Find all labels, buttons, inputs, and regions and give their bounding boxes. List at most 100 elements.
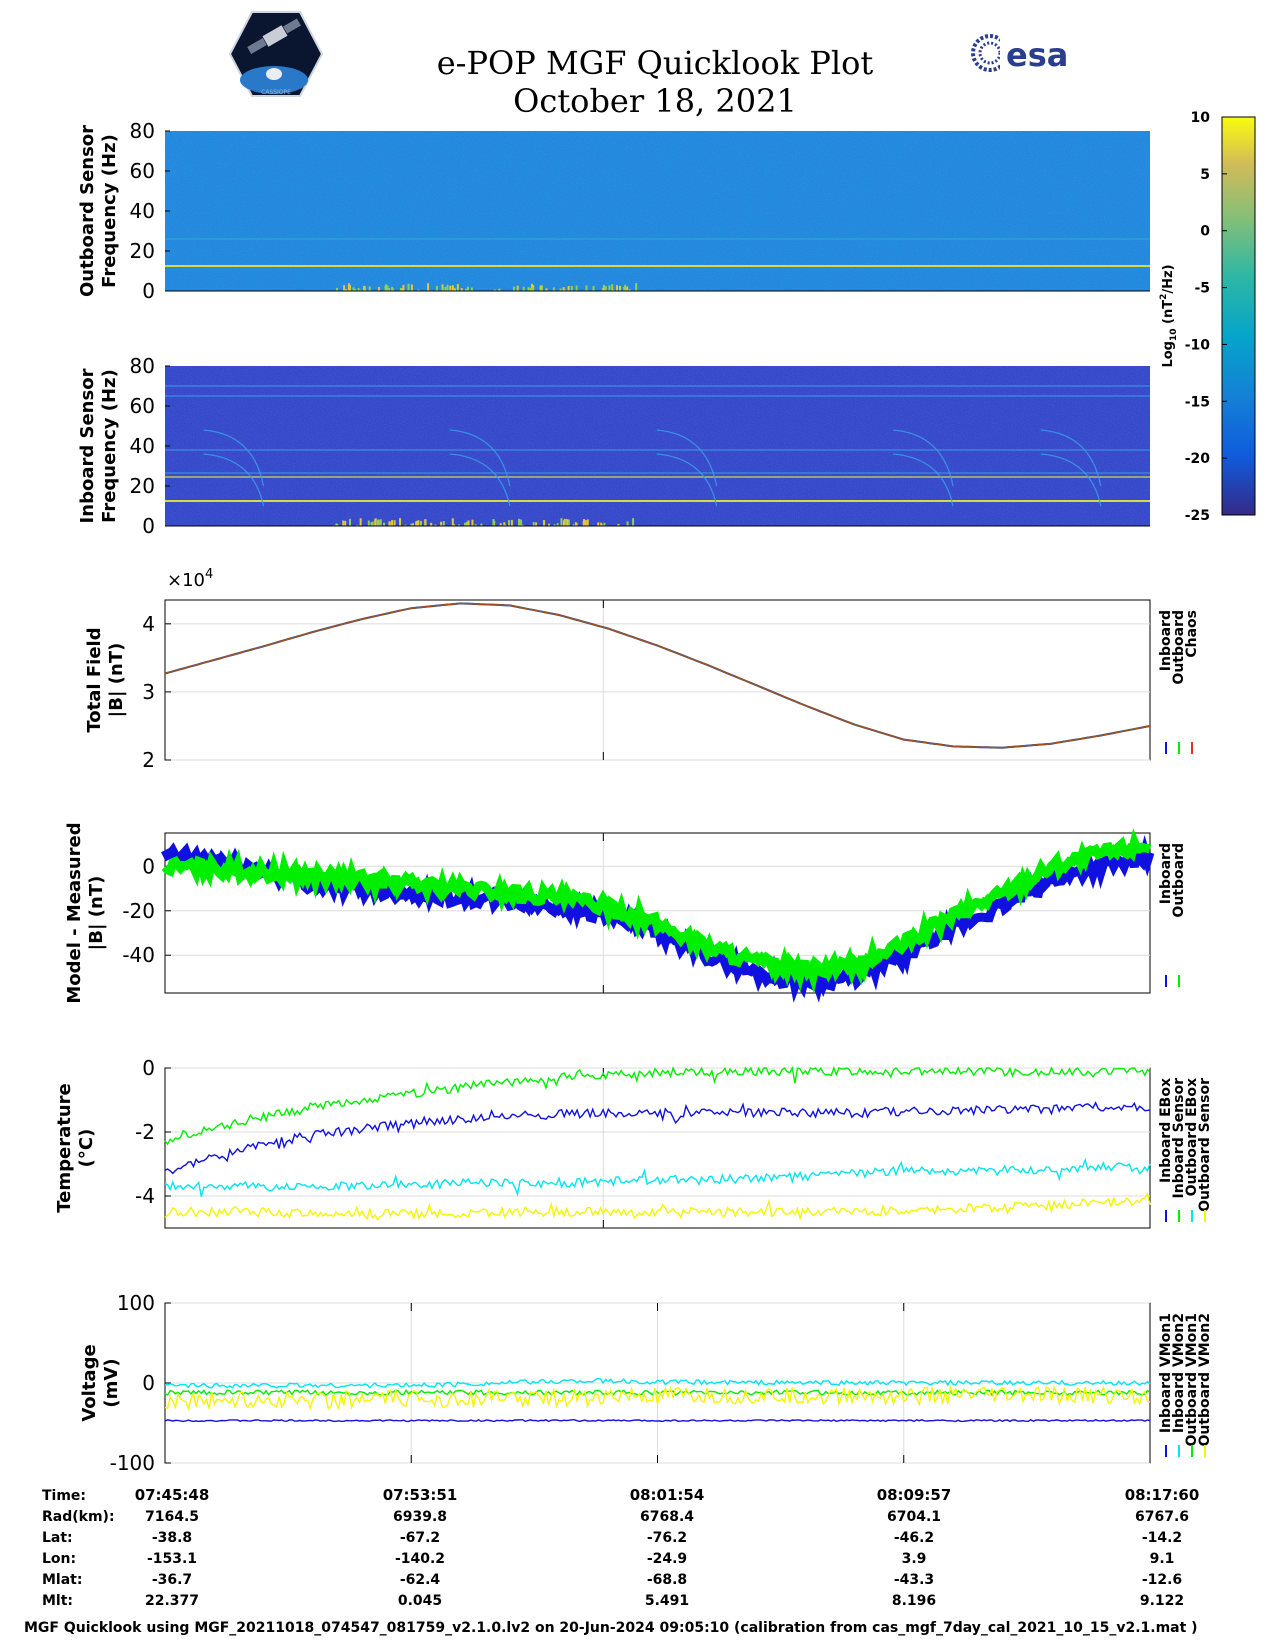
activity-mark bbox=[349, 518, 352, 526]
plot-title-line1: e-POP MGF Quicklook Plot bbox=[436, 44, 874, 82]
series-line-outboard bbox=[161, 828, 1152, 994]
activity-mark bbox=[560, 518, 563, 526]
activity-mark bbox=[602, 287, 605, 291]
activity-mark bbox=[347, 283, 350, 291]
ephemeris-cell: -67.2 bbox=[400, 1530, 440, 1546]
ephemeris-cell: 07:45:48 bbox=[135, 1486, 210, 1504]
activity-mark bbox=[608, 285, 611, 291]
activity-mark bbox=[419, 520, 422, 526]
activity-mark bbox=[410, 284, 413, 291]
colorbar-tick-6: -20 bbox=[1185, 451, 1211, 467]
ephemeris-cell: 3.9 bbox=[902, 1551, 927, 1567]
activity-mark bbox=[517, 518, 520, 526]
activity-mark bbox=[508, 520, 511, 526]
ephemeris-cell: -62.4 bbox=[400, 1572, 441, 1588]
svg-text:CASSIOPE: CASSIOPE bbox=[261, 89, 291, 96]
activity-mark bbox=[617, 523, 620, 526]
ephemeris-cell: 08:01:54 bbox=[630, 1486, 705, 1504]
ephemeris-cell: 6704.1 bbox=[887, 1509, 941, 1525]
legend-label-1: Inboard VMon2 bbox=[1171, 1313, 1187, 1433]
ephemeris-cell: -43.3 bbox=[894, 1572, 934, 1588]
activity-mark bbox=[440, 521, 443, 526]
colorbar-tick-3: -5 bbox=[1194, 281, 1210, 297]
legend-label-0: Inboard VMon1 bbox=[1158, 1313, 1174, 1433]
ephemeris-cell: 08:09:57 bbox=[877, 1486, 952, 1504]
activity-mark bbox=[492, 519, 495, 526]
activity-mark bbox=[353, 289, 356, 291]
legend-label-3: Outboard VMon2 bbox=[1197, 1313, 1213, 1447]
activity-mark bbox=[545, 288, 548, 291]
ytick-label-1: -20 bbox=[122, 899, 155, 923]
plot-title-line2: October 18, 2021 bbox=[513, 82, 797, 120]
ephemeris-cell: -68.8 bbox=[647, 1572, 687, 1588]
ytick-label-2: -4 bbox=[135, 1184, 155, 1208]
activity-mark bbox=[376, 519, 379, 526]
legend-label-0: Inboard EBox bbox=[1158, 1078, 1174, 1183]
ytick-label-1: 60 bbox=[130, 394, 155, 418]
activity-mark bbox=[368, 286, 371, 291]
ephemeris-table: Time: Rad(km): Lat: Lon: Mlat: Mlt: 07:45:48 71… bbox=[42, 1486, 1199, 1609]
activity-mark bbox=[467, 520, 470, 526]
activity-mark bbox=[562, 520, 565, 526]
activity-mark bbox=[417, 520, 420, 526]
activity-mark bbox=[464, 522, 467, 526]
colorbar: 10 5 0 -5 -10 -15 -20 -25 Log10 (nT2/Hz) bbox=[1159, 110, 1256, 524]
ephemeris-row-label-4: Mlat: bbox=[42, 1572, 82, 1588]
activity-mark bbox=[626, 286, 629, 291]
activity-mark bbox=[563, 289, 566, 291]
ytick-label-2: 40 bbox=[130, 434, 155, 458]
activity-mark bbox=[616, 285, 619, 291]
activity-mark bbox=[384, 285, 387, 291]
activity-mark bbox=[553, 524, 556, 526]
activity-mark bbox=[529, 287, 532, 291]
activity-mark bbox=[520, 519, 523, 526]
ephemeris-row-label-2: Lat: bbox=[42, 1530, 73, 1546]
ytick-label-3: 20 bbox=[130, 474, 155, 498]
activity-mark bbox=[474, 524, 477, 526]
ephemeris-cell: 08:17:60 bbox=[1125, 1486, 1200, 1504]
ephemeris-cell: 6939.8 bbox=[393, 1509, 447, 1525]
ytick-label-2: -40 bbox=[122, 943, 155, 967]
colorbar-tick-1: 5 bbox=[1200, 167, 1210, 183]
activity-mark bbox=[635, 283, 638, 291]
ytick-label-1: 0 bbox=[142, 1371, 155, 1395]
activity-mark bbox=[379, 519, 382, 526]
ytick-label-1: -2 bbox=[135, 1120, 155, 1144]
plot-area bbox=[164, 1067, 1151, 1229]
activity-mark bbox=[504, 524, 507, 526]
activity-mark bbox=[470, 287, 473, 291]
activity-mark bbox=[444, 286, 447, 291]
activity-mark bbox=[632, 518, 635, 526]
activity-mark bbox=[585, 285, 588, 291]
ytick-label-0: 0 bbox=[142, 1056, 155, 1080]
activity-mark bbox=[424, 519, 427, 526]
activity-mark bbox=[516, 285, 519, 291]
ytick-label-4: 0 bbox=[142, 279, 155, 303]
activity-mark bbox=[451, 285, 454, 291]
activity-mark bbox=[344, 520, 347, 526]
plot-title: e-POP MGF Quicklook Plot October 18, 202… bbox=[0, 44, 1275, 120]
esa-logo: esa bbox=[971, 34, 1068, 74]
ytick-label-2: 40 bbox=[130, 199, 155, 223]
whistler-trace-4 bbox=[1040, 429, 1102, 507]
activity-mark bbox=[556, 523, 559, 526]
activity-mark bbox=[391, 520, 394, 526]
ytick-label-0: 4 bbox=[142, 612, 155, 636]
legend-label-2: Outboard VMon1 bbox=[1184, 1313, 1200, 1447]
activity-mark bbox=[531, 287, 534, 291]
ylabel: Temperature(°C) bbox=[54, 1083, 97, 1212]
activity-mark bbox=[356, 524, 359, 526]
whistler-trace-2 bbox=[656, 429, 718, 507]
series-line-inboard-sensor bbox=[164, 1101, 1151, 1175]
colorbar-tick-0: 10 bbox=[1191, 110, 1211, 126]
series-line-outboard-sensor bbox=[164, 1191, 1151, 1222]
activity-mark bbox=[415, 520, 418, 526]
activity-mark bbox=[400, 288, 403, 291]
activity-mark bbox=[597, 522, 600, 526]
activity-mark bbox=[357, 288, 360, 291]
activity-mark bbox=[480, 523, 483, 526]
activity-mark bbox=[410, 523, 413, 526]
ephemeris-cell: 5.491 bbox=[645, 1593, 689, 1609]
ytick-label-3: 20 bbox=[130, 239, 155, 263]
activity-mark bbox=[628, 289, 631, 291]
